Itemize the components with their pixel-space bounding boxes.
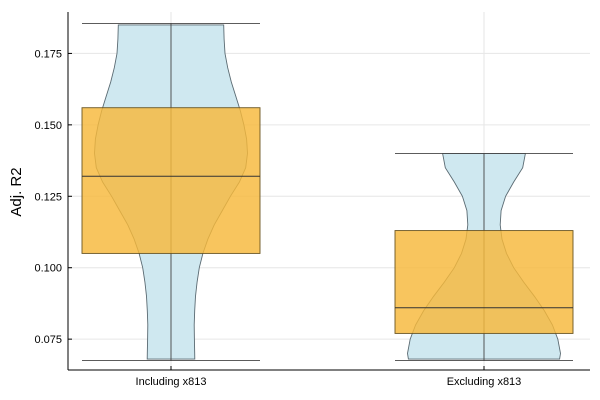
y-tick-label-1: 0.100: [34, 263, 62, 275]
y-tick-label-4: 0.175: [34, 48, 62, 60]
boxes: [81, 22, 574, 362]
box-1: [394, 230, 574, 334]
y-ticks: 0.075 0.100 0.125 0.150 0.175: [34, 48, 72, 346]
y-tick-label-3: 0.150: [34, 120, 62, 132]
box-0: [81, 107, 261, 254]
y-tick-label-0: 0.075: [34, 334, 62, 346]
x-tick-label-1: Excluding x813: [447, 376, 522, 388]
y-axis-label: Adj. R2: [8, 167, 25, 216]
y-tick-label-2: 0.125: [34, 191, 62, 203]
axes: [67, 12, 590, 371]
x-tick-label-0: Including x813: [136, 376, 207, 388]
x-ticks: Including x813 Excluding x813: [136, 366, 522, 388]
